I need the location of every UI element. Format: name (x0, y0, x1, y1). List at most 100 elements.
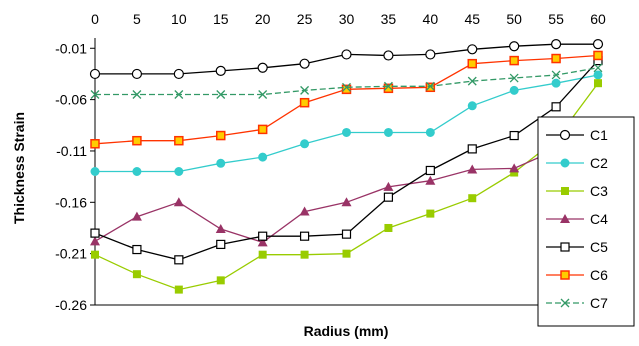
data-point-c4 (299, 206, 310, 216)
data-point-c7 (593, 63, 603, 73)
data-point-c5 (132, 244, 142, 255)
x-tick-label: 5 (133, 11, 141, 27)
data-point-c6 (551, 53, 561, 64)
legend-label-c5: C5 (590, 239, 608, 255)
x-tick-label: 10 (171, 11, 187, 27)
data-point-c5 (216, 239, 226, 250)
data-point-c2 (300, 139, 310, 149)
data-point-c1 (89, 68, 101, 80)
data-point-c5 (383, 192, 394, 202)
data-point-c4 (467, 164, 478, 174)
legend-item-c1: C1 (546, 127, 608, 143)
legend-marker-c2 (560, 158, 570, 168)
data-point-c5 (90, 228, 100, 238)
data-point-c6 (593, 50, 603, 61)
series-c4 (90, 140, 603, 247)
data-point-c7 (132, 90, 142, 99)
y-axis-title: Thickness Strain (11, 112, 27, 224)
y-tick-labels: -0.01 -0.06 -0.11 -0.16 -0.21 -0.26 (55, 40, 87, 313)
data-point-c7 (383, 81, 393, 91)
data-point-c3 (258, 250, 267, 259)
x-tick-label: 30 (339, 11, 355, 27)
series-c2 (90, 70, 603, 176)
legend: C1 C2 C3 C4 C5 C6 C7 (537, 116, 635, 327)
data-point-c1 (341, 49, 352, 60)
data-point-c4 (257, 237, 268, 247)
data-point-c4 (131, 211, 142, 221)
data-point-c1 (467, 44, 478, 55)
data-point-c2 (258, 152, 268, 162)
x-axis-title: Radius (mm) (304, 323, 389, 339)
data-point-c4 (383, 181, 394, 191)
data-point-c7 (216, 90, 226, 99)
data-point-c5 (341, 229, 352, 239)
data-point-c1 (425, 49, 436, 60)
legend-item-c4: C4 (546, 211, 608, 227)
data-point-c6 (132, 135, 142, 146)
data-point-c7 (551, 70, 561, 80)
data-point-c5 (467, 144, 477, 154)
x-tick-labels: 0 5 10 15 20 25 30 35 40 45 50 55 60 (91, 11, 606, 27)
data-point-c2 (216, 158, 226, 168)
data-point-c3 (594, 79, 602, 88)
data-point-c6 (257, 124, 268, 135)
x-tick-label: 35 (381, 11, 397, 27)
data-point-c2 (90, 167, 100, 176)
series-layer (89, 39, 604, 294)
data-point-c7 (509, 73, 519, 83)
y-tick-label: -0.16 (55, 194, 87, 210)
legend-label-c4: C4 (590, 211, 608, 227)
legend-item-c2: C2 (546, 155, 608, 171)
data-point-c6 (509, 55, 519, 66)
data-point-c2 (509, 85, 519, 95)
legend-label-c6: C6 (590, 267, 608, 283)
legend-label-c2: C2 (590, 155, 608, 171)
data-point-c7 (425, 81, 435, 91)
data-point-c3 (174, 285, 183, 294)
data-point-c3 (342, 249, 351, 258)
y-tick-label: -0.01 (55, 40, 87, 56)
legend-marker-c6 (560, 270, 570, 280)
data-point-c7 (467, 76, 477, 86)
data-point-c4 (215, 224, 226, 234)
data-point-c5 (258, 231, 268, 241)
data-point-c6 (174, 135, 184, 146)
data-point-c1 (131, 68, 143, 80)
series-line-c4 (94, 145, 599, 244)
data-point-c6 (216, 130, 226, 141)
data-point-c1 (383, 50, 394, 61)
data-point-c7 (342, 82, 351, 92)
data-point-c5 (425, 165, 435, 176)
data-point-c1 (592, 39, 604, 50)
x-tick-label: 0 (91, 11, 99, 27)
data-point-c4 (173, 197, 184, 207)
y-tick-label: -0.26 (55, 297, 87, 313)
data-point-c6 (383, 83, 394, 94)
series-c5 (90, 55, 603, 265)
data-point-c6 (425, 82, 436, 93)
data-point-c3 (300, 250, 309, 259)
data-point-c1 (173, 68, 184, 80)
y-tick-label: -0.21 (55, 246, 87, 262)
x-tick-label: 15 (213, 11, 229, 27)
data-point-c2 (425, 127, 435, 137)
series-c1 (89, 39, 604, 80)
data-point-c3 (510, 168, 519, 177)
data-point-c7 (258, 90, 268, 99)
x-tick-label: 45 (464, 11, 480, 27)
data-point-c5 (509, 130, 519, 141)
x-tick-label: 55 (548, 11, 564, 27)
data-point-c2 (467, 101, 477, 111)
data-point-c4 (341, 197, 352, 207)
x-tick-label: 25 (297, 11, 313, 27)
series-c6 (90, 50, 603, 149)
data-point-c2 (132, 167, 142, 176)
data-point-c2 (342, 127, 351, 137)
data-point-c3 (426, 209, 435, 218)
data-point-c5 (551, 102, 561, 112)
series-c7 (90, 63, 603, 99)
data-point-c6 (341, 84, 352, 95)
legend-box (537, 116, 635, 327)
data-point-c1 (215, 65, 226, 76)
